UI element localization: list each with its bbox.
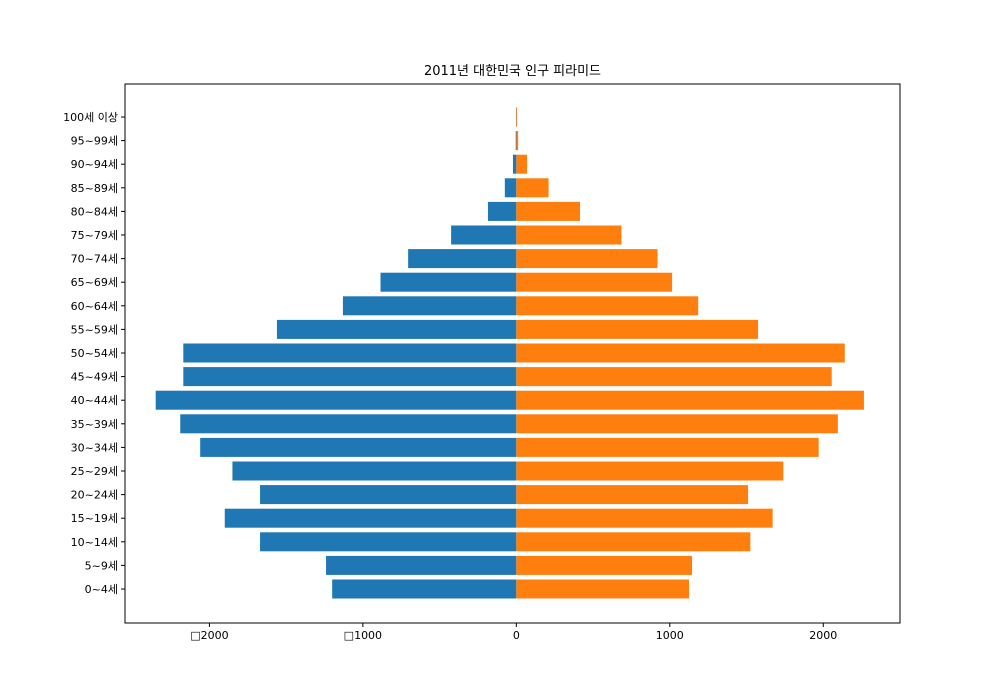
- bar-left-14: [408, 249, 517, 269]
- bar-right-4: [516, 485, 749, 505]
- bar-left-15: [451, 225, 517, 245]
- y-tick-label-3: 15~19세: [71, 512, 118, 525]
- bar-left-9: [183, 367, 517, 387]
- bar-left-13: [380, 272, 517, 292]
- bar-right-11: [516, 319, 759, 339]
- y-tick-label-0: 0~4세: [85, 583, 118, 596]
- y-tick-label-16: 80~84세: [71, 205, 118, 218]
- y-tick-label-11: 55~59세: [71, 323, 118, 336]
- bar-right-14: [516, 249, 658, 269]
- chart-title: 2011년 대한민국 인구 피라미드: [424, 64, 601, 79]
- bar-left-3: [224, 508, 517, 528]
- y-tick-label-10: 50~54세: [71, 347, 118, 360]
- bar-right-13: [516, 272, 673, 292]
- y-tick-label-1: 5~9세: [85, 559, 118, 572]
- x-axis: □2000 □1000 0 1000 2000: [190, 623, 837, 642]
- bar-right-6: [516, 437, 819, 457]
- bars-layer: [155, 107, 864, 599]
- bar-right-15: [516, 225, 622, 245]
- x-tick-label-1: □1000: [344, 629, 382, 642]
- y-tick-label-7: 35~39세: [71, 418, 118, 431]
- bar-left-1: [326, 555, 517, 575]
- y-axis: 0~4세 5~9세 10~14세 15~19세 20~24세 25~29세 30~34세 35…: [63, 111, 125, 596]
- bar-right-2: [516, 532, 751, 552]
- y-tick-label-15: 75~79세: [71, 229, 118, 242]
- y-tick-label-8: 40~44세: [71, 394, 118, 407]
- y-tick-label-13: 65~69세: [71, 276, 118, 289]
- bar-left-6: [200, 437, 517, 457]
- bar-right-16: [516, 201, 581, 221]
- y-tick-label-18: 90~94세: [71, 158, 118, 171]
- y-tick-label-19: 95~99세: [71, 135, 118, 148]
- bar-left-19: [515, 131, 517, 151]
- x-tick-label-0: □2000: [190, 629, 228, 642]
- y-tick-label-12: 60~64세: [71, 300, 118, 313]
- x-tick-label-4: 2000: [809, 629, 837, 642]
- bar-right-0: [516, 579, 689, 599]
- bar-right-12: [516, 296, 699, 316]
- bar-left-7: [180, 414, 517, 434]
- bar-left-4: [260, 485, 517, 505]
- x-tick-label-3: 1000: [656, 629, 684, 642]
- bar-right-9: [516, 367, 832, 387]
- bar-left-16: [487, 201, 517, 221]
- y-tick-label-4: 20~24세: [71, 489, 118, 502]
- bar-left-2: [260, 532, 517, 552]
- bar-left-12: [342, 296, 517, 316]
- bar-right-19: [516, 131, 519, 151]
- bar-right-8: [516, 390, 864, 410]
- y-tick-label-2: 10~14세: [71, 536, 118, 549]
- bar-right-18: [516, 154, 528, 174]
- bar-right-5: [516, 461, 784, 481]
- x-tick-label-2: 0: [513, 629, 520, 642]
- bar-left-8: [155, 390, 517, 410]
- y-tick-label-5: 25~29세: [71, 465, 118, 478]
- bar-right-3: [516, 508, 773, 528]
- bar-left-0: [332, 579, 517, 599]
- y-tick-label-20: 100세 이상: [63, 111, 118, 124]
- bar-right-10: [516, 343, 845, 363]
- bar-left-18: [512, 154, 517, 174]
- bar-left-11: [276, 319, 517, 339]
- y-tick-label-9: 45~49세: [71, 371, 118, 384]
- bar-right-17: [516, 178, 549, 198]
- bar-left-10: [183, 343, 517, 363]
- y-tick-label-6: 30~34세: [71, 441, 118, 454]
- bar-right-1: [516, 555, 693, 575]
- y-tick-label-14: 70~74세: [71, 253, 118, 266]
- bar-right-7: [516, 414, 838, 434]
- bar-left-5: [232, 461, 517, 481]
- bar-right-20: [516, 107, 518, 127]
- bar-left-17: [504, 178, 517, 198]
- y-tick-label-17: 85~89세: [71, 182, 118, 195]
